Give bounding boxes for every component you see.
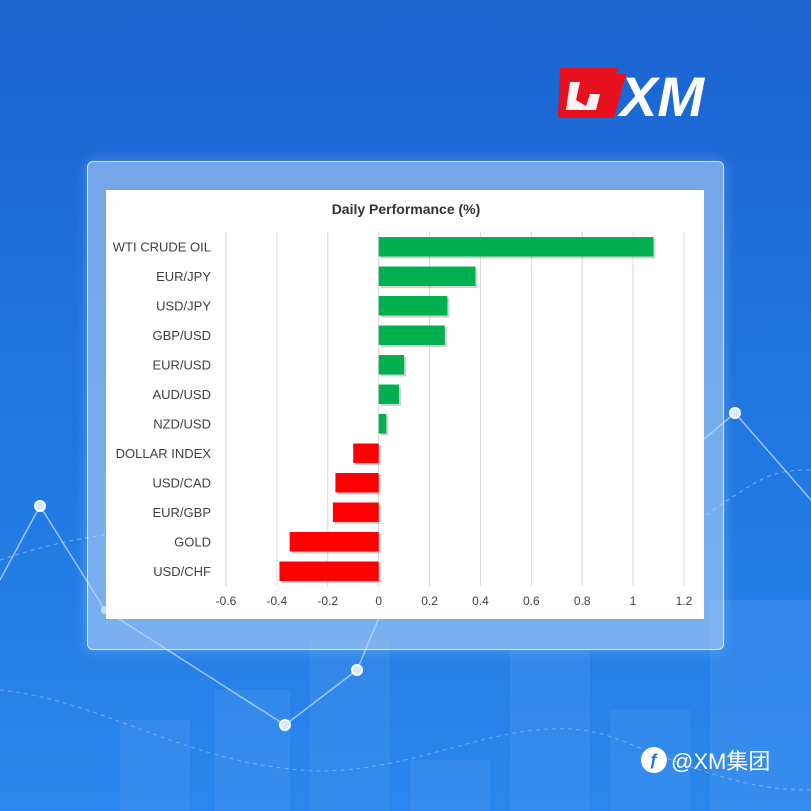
category-label: EUR/JPY (156, 269, 211, 284)
logo-red-mark (558, 68, 626, 118)
bar (378, 414, 387, 434)
category-label: EUR/GBP (152, 505, 211, 520)
chart-card: Daily Performance (%) WTI CRUDE OIL EUR/J… (106, 190, 704, 619)
bar (279, 561, 379, 581)
bar-chart: Daily Performance (%) WTI CRUDE OIL EUR/J… (113, 201, 693, 608)
social-handle: ƒ @XM集团 (641, 745, 770, 775)
bar (378, 325, 445, 345)
social-handle-text: @XM集团 (671, 749, 771, 774)
bar (378, 296, 448, 316)
category-label: AUD/USD (152, 387, 211, 402)
x-tick-label: -0.4 (267, 594, 288, 608)
x-tick-label: 1.2 (676, 594, 693, 608)
x-tick-label: -0.2 (317, 594, 338, 608)
bar (378, 355, 405, 375)
bar (378, 384, 400, 404)
category-label: DOLLAR INDEX (116, 446, 212, 461)
chart-title: Daily Performance (%) (332, 201, 481, 217)
bar (378, 266, 476, 286)
logo-text: XM (617, 65, 705, 122)
bar (332, 502, 379, 522)
category-label: WTI CRUDE OIL (113, 239, 211, 254)
bar (335, 473, 379, 493)
category-label: USD/CAD (152, 475, 211, 490)
category-label: EUR/USD (152, 357, 211, 372)
xm-logo: XM (558, 65, 705, 122)
bar (353, 443, 379, 463)
x-tick-label: -0.6 (216, 594, 237, 608)
category-label: GBP/USD (152, 328, 211, 343)
bar (378, 237, 654, 257)
category-label: USD/JPY (156, 298, 211, 313)
x-tick-label: 0.6 (523, 594, 540, 608)
category-label: USD/CHF (153, 564, 211, 579)
x-tick-label: 0 (375, 594, 382, 608)
x-tick-label: 1 (630, 594, 637, 608)
category-label: GOLD (174, 534, 211, 549)
x-tick-label: 0.8 (574, 594, 591, 608)
category-label: NZD/USD (153, 416, 211, 431)
x-tick-label: 0.4 (472, 594, 489, 608)
bar (289, 532, 379, 552)
x-tick-label: 0.2 (421, 594, 438, 608)
weibo-icon: ƒ (641, 747, 667, 773)
